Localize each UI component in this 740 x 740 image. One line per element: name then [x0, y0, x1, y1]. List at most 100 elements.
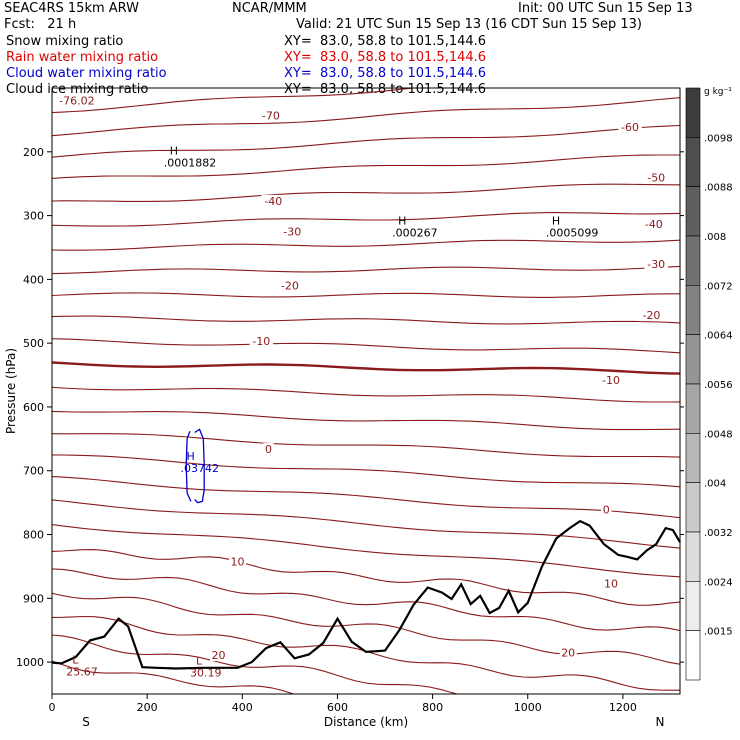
isotherm-line — [52, 634, 460, 694]
contour-label-bg — [261, 194, 285, 207]
extremum-kind: L — [72, 653, 79, 666]
x-tick-label: 800 — [422, 701, 443, 714]
y-tick-label: 300 — [23, 210, 44, 223]
colorbar-label: .0048 — [704, 429, 733, 440]
x-axis: 0 200 400 600 800 1000 1200 Distance (km) S N — [49, 694, 665, 729]
contour-label-bg — [259, 109, 283, 122]
extremum-kind: H — [398, 214, 406, 227]
colorbar-swatch — [685, 383, 701, 434]
colorbar-label: .0024 — [704, 577, 733, 588]
colorbar-label: .0088 — [704, 183, 733, 194]
isotherm-line — [52, 154, 680, 179]
y-tick-label: 900 — [23, 592, 44, 605]
extremum-value: 25.67 — [66, 665, 98, 678]
header-init-time: Init: 00 UTC Sun 15 Sep 13 — [518, 1, 693, 16]
contour-label-bg — [210, 649, 228, 662]
field-xy-range: XY= 83.0, 58.8 to 101.5,144.6 — [284, 50, 487, 65]
colorbar-label: .0056 — [704, 380, 733, 391]
terrain-profile — [51, 519, 681, 670]
extremum-value: 30.19 — [190, 667, 222, 680]
colorbar-swatch — [685, 581, 701, 631]
contour-label-bg — [278, 279, 302, 292]
extremum-kind: H — [552, 214, 560, 227]
header-forecast-hour: Fcst: 21 h — [4, 17, 77, 32]
contour-label-bg — [599, 374, 623, 387]
x-tick-label: 400 — [232, 701, 253, 714]
isotherm-line — [52, 660, 295, 694]
colorbar-swatch — [685, 87, 701, 138]
x-tick-label: 1000 — [514, 701, 542, 714]
colorbar-swatch — [685, 482, 701, 533]
y-tick-label: 200 — [23, 146, 44, 159]
extremum-value: .0005099 — [546, 226, 599, 239]
isotherm-line — [52, 386, 680, 403]
extremum-value: -76.02 — [59, 94, 94, 107]
contour-label: 10 — [604, 578, 618, 591]
contour-label-bg — [601, 503, 612, 516]
isotherm-line — [52, 124, 680, 158]
isotherm-line — [52, 568, 680, 632]
isotherm-line — [52, 524, 680, 578]
terrain-line — [51, 519, 681, 670]
contour-label: -50 — [647, 171, 665, 184]
contour-label: -30 — [647, 258, 665, 271]
contour-label-bg — [644, 258, 668, 271]
x-tick-label: 0 — [49, 701, 56, 714]
contour-label-bg — [618, 120, 642, 133]
y-axis-label: Pressure (hPa) — [4, 348, 18, 434]
contour-label-bg — [280, 225, 305, 238]
x-tick-label: 1200 — [609, 701, 637, 714]
contour-label: -60 — [621, 121, 639, 134]
isotherm-line — [52, 410, 680, 431]
colorbar-swatch — [685, 186, 701, 237]
colorbar: .0098 .0088 .008 .0072 .0064 .0056 .0048 .004 .0… — [685, 87, 733, 681]
colorbar-label: .0064 — [704, 331, 733, 342]
contour-label-bg — [263, 443, 274, 456]
contour-label-bg — [602, 577, 620, 590]
field-xy-range: XY= 83.0, 58.8 to 101.5,144.6 — [284, 34, 487, 49]
contour-label: 20 — [561, 647, 575, 660]
colorbar-unit: g kg⁻¹ — [704, 87, 732, 97]
field-label: Rain water mixing ratio — [6, 50, 159, 65]
y-tick-label: 1000 — [16, 656, 44, 669]
contour-labels: -70 -60 -50 -40 -40 -30 -30 -20 -20 -10 -10 0 0 10 10 2… — [210, 109, 668, 662]
y-tick-label: 500 — [23, 337, 44, 350]
extremum-value: .03742 — [180, 462, 219, 475]
contour-label: 10 — [231, 555, 245, 568]
contour-label: -40 — [264, 195, 282, 208]
y-tick-label: 700 — [23, 465, 44, 478]
colorbar-label: .004 — [704, 479, 726, 490]
cloud-water-contours — [185, 428, 205, 504]
y-tick-label: 400 — [23, 273, 44, 286]
colorbar-swatch — [685, 630, 701, 681]
isotherm-line — [52, 265, 680, 275]
field-label: Cloud ice mixing ratio — [6, 82, 149, 97]
isotherm-line — [52, 338, 680, 354]
isotherm-line — [52, 292, 680, 298]
extremum-kind: L — [196, 655, 203, 668]
isotherm-line — [52, 361, 680, 375]
contour-label-bg — [229, 555, 247, 568]
isotherm-line — [52, 239, 680, 251]
contour-label: -20 — [281, 280, 299, 293]
header-center: NCAR/MMM — [232, 1, 307, 16]
colorbar-label: .008 — [704, 232, 726, 243]
x-end-label-right: N — [656, 715, 665, 729]
contour-label: -10 — [602, 374, 620, 387]
header-valid-time: Valid: 21 UTC Sun 15 Sep 13 (16 CDT Sun … — [296, 17, 642, 32]
contour-label: 0 — [265, 443, 272, 456]
cloud-water-contour-right — [194, 428, 205, 504]
plot-frame — [51, 87, 681, 695]
x-tick-label: 600 — [327, 701, 348, 714]
x-axis-label: Distance (km) — [324, 715, 408, 729]
contour-label: -70 — [262, 109, 280, 122]
colorbar-swatch — [685, 531, 701, 582]
contour-label: -20 — [642, 309, 660, 322]
isotherm-line — [52, 212, 680, 227]
contour-label: -30 — [283, 226, 301, 239]
isotherm-line — [52, 183, 680, 202]
extremum-kind: H — [186, 450, 194, 463]
contour-label: -10 — [252, 335, 270, 348]
